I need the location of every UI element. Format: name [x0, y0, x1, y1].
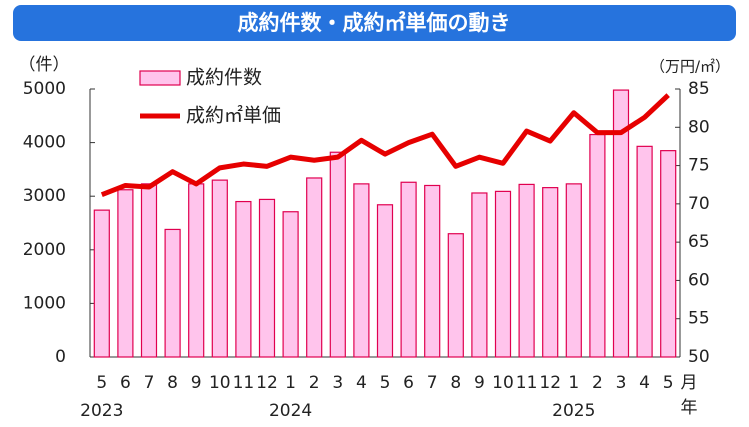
y2-tick-label: 65 [688, 232, 710, 252]
x-tick-label: 3 [332, 373, 343, 393]
bar [306, 177, 323, 358]
bar [400, 181, 417, 358]
x-unit-month: 月 [681, 373, 698, 393]
bar [164, 228, 181, 358]
bar [211, 179, 228, 358]
bar [329, 151, 346, 358]
x-unit-year: 年 [681, 398, 698, 418]
line [100, 93, 670, 197]
legend-label: 成約㎡単価 [186, 104, 281, 127]
y-tick-label: 0 [55, 347, 66, 367]
y-tick-label: 5000 [23, 79, 66, 99]
x-tick-label: 4 [639, 373, 650, 393]
x-tick-label: 5 [380, 373, 391, 393]
bar [258, 198, 276, 358]
x-tick-label: 3 [616, 373, 627, 393]
bar [93, 209, 110, 358]
bar [376, 204, 394, 358]
bar [589, 133, 606, 358]
x-tick-label: 7 [427, 373, 438, 393]
y2-tick-label: 55 [688, 309, 710, 329]
bar [188, 183, 205, 358]
x-tick-label: 6 [120, 373, 131, 393]
y2-tick-label: 80 [688, 117, 710, 137]
y2-tick-label: 50 [688, 347, 710, 367]
x-tick-label: 2 [592, 373, 603, 393]
x-tick-label: 12 [256, 373, 278, 393]
bar [471, 192, 488, 358]
x-tick-label: 8 [167, 373, 178, 393]
title-bar [13, 5, 736, 41]
x-tick-label: 6 [403, 373, 414, 393]
y2-tick-label: 75 [688, 156, 710, 176]
chart-title: 成約件数・成約㎡単価の動き [238, 11, 511, 35]
bar [424, 184, 441, 358]
bar [494, 190, 512, 358]
x-tick-label: 8 [450, 373, 461, 393]
bar [235, 200, 252, 358]
x-tick-label: 10 [492, 373, 514, 393]
bar [117, 189, 134, 358]
x-tick-label: 2 [309, 373, 320, 393]
x-tick-label: 9 [191, 373, 202, 393]
bar [636, 145, 653, 358]
bar [447, 233, 464, 358]
x-tick-label: 1 [285, 373, 296, 393]
x-tick-label: 5 [663, 373, 674, 393]
bar [282, 211, 299, 358]
bar [353, 183, 370, 358]
x-tick-label: 10 [209, 373, 231, 393]
y2-axis-label: （万円/㎡） [650, 58, 730, 76]
y2-tick-label: 85 [688, 79, 710, 99]
bar [660, 150, 677, 358]
x-tick-label: 11 [516, 373, 538, 393]
legend-swatch [139, 70, 181, 86]
x-tick-label: 12 [539, 373, 561, 393]
legend-label: 成約件数 [186, 67, 262, 89]
x-tick-label: 1 [568, 373, 579, 393]
y-axis-label: （件） [19, 55, 70, 75]
x-tick-label: 5 [96, 373, 107, 393]
x-tick-label: 7 [144, 373, 155, 393]
bar [565, 183, 582, 358]
y-tick-label: 1000 [23, 293, 66, 313]
year-label: 2025 [552, 401, 595, 421]
y-tick-label: 4000 [23, 133, 66, 153]
y2-tick-label: 60 [688, 270, 710, 290]
x-tick-label: 9 [474, 373, 485, 393]
y2-tick-label: 70 [688, 194, 710, 214]
y-tick-label: 2000 [23, 240, 66, 260]
bar [612, 89, 630, 358]
year-label: 2023 [80, 401, 123, 421]
x-tick-label: 11 [233, 373, 255, 393]
year-label: 2024 [269, 401, 312, 421]
y-tick-label: 3000 [23, 186, 66, 206]
bar [518, 183, 535, 358]
bar [140, 183, 158, 358]
bar [542, 187, 559, 358]
x-tick-label: 4 [356, 373, 367, 393]
